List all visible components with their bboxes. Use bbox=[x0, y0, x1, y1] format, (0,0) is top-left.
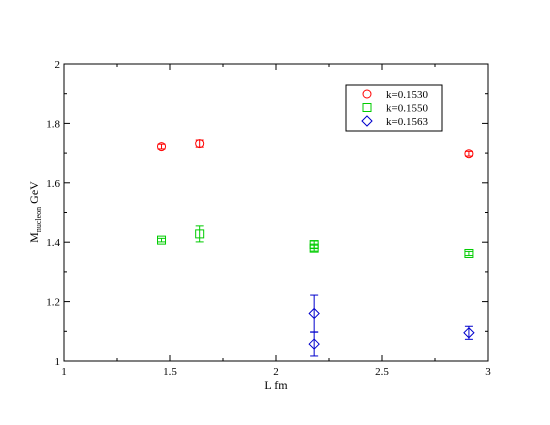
data-point-circle bbox=[195, 139, 205, 149]
y-tick-label: 1.6 bbox=[46, 178, 60, 190]
data-point-square bbox=[157, 235, 167, 245]
data-point-diamond bbox=[463, 327, 475, 339]
data-point-diamond bbox=[308, 338, 320, 350]
axis-ticks: 1 1.5 2 2.5 3 1 1.2 1.4 1.6 1.8 2 bbox=[46, 59, 491, 378]
x-tick-label: 1 bbox=[61, 366, 67, 378]
x-tick-label: 1.5 bbox=[163, 366, 177, 378]
x-axis-label: L fm bbox=[264, 378, 288, 392]
y-tick-label: 1 bbox=[55, 356, 61, 368]
y-axis-label-unit: GeV bbox=[27, 181, 41, 207]
series-square bbox=[157, 225, 474, 258]
y-tick-label: 2 bbox=[55, 59, 61, 71]
series-circle bbox=[157, 139, 474, 159]
data-point-square bbox=[464, 248, 474, 258]
data-point-circle bbox=[464, 149, 474, 159]
legend-marker-diamond bbox=[361, 115, 373, 127]
data-points bbox=[157, 139, 475, 357]
y-axis-label-sub: nucleon bbox=[34, 207, 43, 232]
data-point-square bbox=[309, 243, 319, 253]
y-axis-label: Mnucleon GeV bbox=[27, 181, 43, 243]
legend-label: k=0.1530 bbox=[386, 89, 428, 101]
y-axis-label-main: M bbox=[27, 232, 41, 243]
x-tick-label: 3 bbox=[485, 366, 491, 378]
x-tick-label: 2.5 bbox=[375, 366, 389, 378]
y-tick-label: 1.2 bbox=[46, 297, 60, 309]
data-point-square bbox=[195, 229, 205, 239]
y-tick-label: 1.4 bbox=[46, 237, 60, 249]
data-point-circle bbox=[157, 142, 167, 152]
series-diamond bbox=[308, 294, 475, 357]
legend-box bbox=[345, 84, 443, 132]
legend-label: k=0.1563 bbox=[386, 116, 428, 128]
legend-marker-circle bbox=[362, 89, 372, 99]
legend-marker-square bbox=[362, 103, 372, 112]
legend-label: k=0.1550 bbox=[386, 103, 428, 115]
data-point-diamond bbox=[308, 307, 320, 320]
x-tick-label: 2 bbox=[273, 366, 279, 378]
y-tick-label: 1.8 bbox=[46, 118, 60, 130]
